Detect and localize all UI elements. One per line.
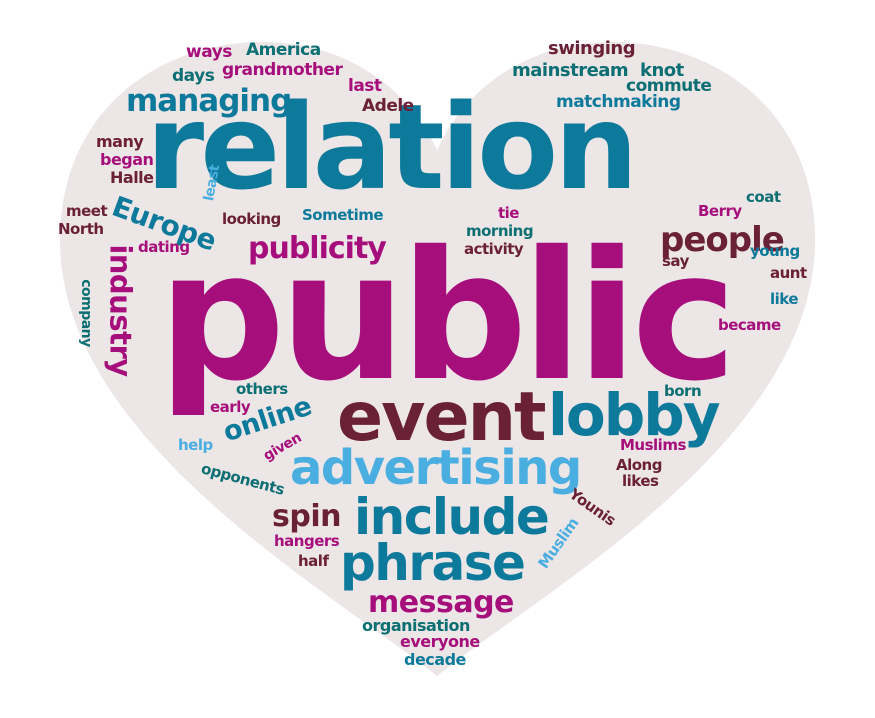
word-along: Along xyxy=(616,456,662,474)
word-last: last xyxy=(348,76,382,96)
word-dating: dating xyxy=(138,238,190,256)
word-company: company xyxy=(77,279,94,347)
heart-outline xyxy=(60,42,815,676)
word-many: many xyxy=(96,132,144,151)
word-matchmaking: matchmaking xyxy=(556,92,681,112)
word-say: say xyxy=(662,252,689,270)
word-help: help xyxy=(178,436,213,454)
word-days: days xyxy=(172,66,215,86)
word-became: became xyxy=(718,316,781,334)
word-half: half xyxy=(298,552,329,570)
word-sometime: Sometime xyxy=(302,206,384,224)
word-publicity: publicity xyxy=(248,231,387,266)
word-muslims: Muslims xyxy=(620,436,686,454)
word-everyone: everyone xyxy=(400,632,480,651)
word-grandmother: grandmother xyxy=(222,60,343,80)
word-born: born xyxy=(664,382,702,400)
word-tie: tie xyxy=(498,204,520,222)
word-spin: spin xyxy=(272,499,341,534)
word-meet: meet xyxy=(66,202,108,220)
word-halle: Halle xyxy=(110,168,154,187)
word-looking: looking xyxy=(222,210,281,228)
word-young: young xyxy=(750,242,800,260)
word-people: people xyxy=(660,220,785,260)
word-phrase: phrase xyxy=(340,534,526,592)
word-likes: likes xyxy=(622,472,659,490)
word-like: like xyxy=(770,290,799,308)
word-include: include xyxy=(354,488,550,546)
word-early: early xyxy=(210,398,251,416)
word-berry: Berry xyxy=(698,202,742,220)
word-commute: commute xyxy=(626,76,712,96)
word-hangers: hangers xyxy=(274,532,340,550)
word-lobby: lobby xyxy=(548,381,721,449)
word-decade: decade xyxy=(404,650,466,669)
word-coat: coat xyxy=(746,188,781,206)
word-relation: relation xyxy=(146,78,638,216)
word-public: public xyxy=(158,213,737,420)
word-ways: ways xyxy=(186,42,232,62)
word-managing: managing xyxy=(126,83,292,119)
word-industry: industry xyxy=(103,244,138,377)
word-swinging: swinging xyxy=(548,38,636,59)
word-message: message xyxy=(368,585,514,620)
word-advertising: advertising xyxy=(290,440,582,496)
word-others: others xyxy=(236,380,288,398)
word-north: North xyxy=(58,220,104,238)
word-adele: Adele xyxy=(362,96,414,116)
word-knot: knot xyxy=(640,60,684,81)
word-america: America xyxy=(246,40,321,60)
word-organisation: organisation xyxy=(362,616,470,635)
word-mainstream: mainstream xyxy=(512,60,629,81)
word-event: event xyxy=(337,378,546,457)
word-morning: morning xyxy=(466,222,534,240)
word-aunt: aunt xyxy=(770,264,807,282)
word-began: began xyxy=(100,150,154,169)
word-activity: activity xyxy=(464,240,524,258)
